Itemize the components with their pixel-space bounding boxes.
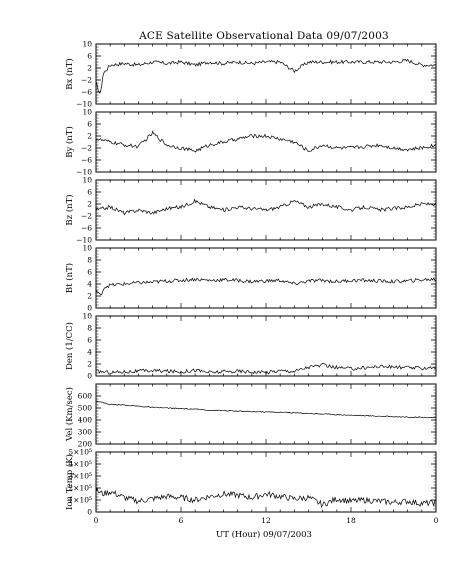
y-tick-label: 1×10⁵ (68, 496, 92, 505)
y-tick-label: 6 (87, 268, 92, 277)
y-tick-label: 8 (87, 324, 92, 333)
data-series-line (95, 363, 437, 375)
data-series-line (95, 58, 437, 94)
panels-container: 10 6 2 −2 −6 −10 Bx (nT) 10 6 2 −2 −6 −10 By (nT) 10 6 2… (64, 40, 439, 525)
panel-5: 10 8 6 4 2 0 Den (1/CC) (64, 312, 437, 381)
y-tick-label: 2 (87, 360, 92, 369)
panel-frame (95, 43, 437, 105)
y-tick-label: 0 (87, 372, 92, 381)
panel-frame (95, 247, 437, 309)
x-tick-label: 12 (261, 516, 271, 525)
data-series-line (95, 198, 437, 216)
x-tick-label: 6 (179, 516, 184, 525)
y-tick-label: −10 (76, 100, 92, 109)
y-tick-label: 6 (87, 336, 92, 345)
y-tick-label: −6 (81, 224, 92, 233)
y-axis-label: Bz (nT) (64, 194, 75, 225)
panel-frame (95, 179, 437, 241)
y-axis-label: Bx (nT) (64, 58, 75, 90)
data-series-line (95, 130, 437, 153)
y-axis-label: Bt (nT) (64, 263, 75, 293)
x-tick-label: 0 (434, 516, 439, 525)
panel-2: 10 6 2 −2 −6 −10 By (nT) (64, 108, 437, 177)
y-tick-label: 6 (87, 120, 92, 129)
y-tick-label: 0 (87, 304, 92, 313)
panel-4: 10 8 6 4 2 0 Bt (nT) (64, 244, 437, 313)
y-axis-label: Ion Temp (K) (64, 454, 75, 510)
panel-frame (95, 383, 437, 445)
y-tick-label: 10 (82, 40, 92, 49)
y-tick-label: 8 (87, 256, 92, 265)
x-tick-label: 18 (346, 516, 356, 525)
y-tick-label: 4 (87, 348, 92, 357)
data-series-line (95, 400, 437, 419)
data-series-line (95, 277, 437, 296)
y-tick-label: 0 (87, 508, 92, 517)
data-series-line (95, 487, 437, 509)
panel-7: 5×10⁵ 4×10⁵ 3×10⁵ 2×10⁵ 1×10⁵ 0 Ion Temp (K) 0 6… (64, 448, 439, 525)
y-tick-label: 2 (87, 292, 92, 301)
x-tick-label: 0 (94, 516, 99, 525)
y-axis-label: By (nT) (64, 126, 75, 158)
y-tick-label: 4×10⁵ (68, 460, 92, 469)
y-axis-label: Den (1/CC) (64, 322, 75, 370)
y-axis-label: Vel (Km/sec) (64, 387, 75, 442)
chart-title: ACE Satellite Observational Data 09/07/2… (138, 30, 389, 42)
x-axis-label: UT (Hour) 09/07/2003 (216, 529, 312, 540)
y-tick-label: 5×10⁵ (68, 448, 92, 457)
y-tick-label: 600 (78, 392, 93, 401)
y-tick-label: 10 (82, 244, 92, 253)
y-tick-label: 4 (87, 280, 92, 289)
y-tick-label: 200 (78, 440, 93, 449)
y-tick-label: 2 (87, 132, 92, 141)
y-tick-label: 400 (78, 416, 93, 425)
y-tick-label: −2 (81, 76, 92, 85)
y-tick-label: 3×10⁵ (68, 472, 92, 481)
y-tick-label: 10 (82, 176, 92, 185)
panel-frame (95, 451, 437, 513)
panel-1: 10 6 2 −2 −6 −10 Bx (nT) (64, 40, 437, 109)
y-tick-label: 2 (87, 200, 92, 209)
y-tick-label: 2 (87, 64, 92, 73)
y-tick-label: 6 (87, 52, 92, 61)
y-tick-label: 2×10⁵ (68, 484, 92, 493)
y-tick-label: −10 (76, 168, 92, 177)
y-tick-label: −2 (81, 212, 92, 221)
y-tick-label: 300 (78, 428, 93, 437)
y-tick-label: 10 (82, 108, 92, 117)
y-tick-label: 6 (87, 188, 92, 197)
y-tick-label: 500 (78, 404, 93, 413)
y-tick-label: −10 (76, 236, 92, 245)
y-tick-label: −2 (81, 144, 92, 153)
panel-3: 10 6 2 −2 −6 −10 Bz (nT) (64, 176, 437, 245)
y-tick-label: 10 (82, 312, 92, 321)
panel-frame (95, 111, 437, 173)
y-tick-label: −6 (81, 156, 92, 165)
y-tick-label: −6 (81, 88, 92, 97)
